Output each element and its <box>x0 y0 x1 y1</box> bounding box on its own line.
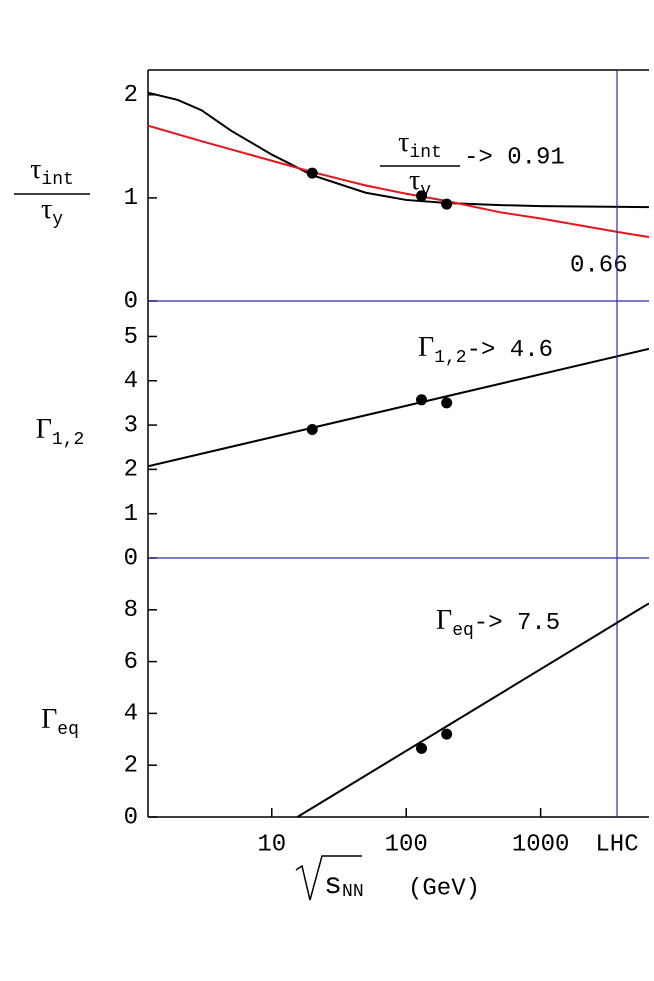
y-tick-label: 4 <box>124 701 138 728</box>
x-tick-label: 1000 <box>512 831 570 858</box>
data-point <box>306 167 318 179</box>
data-point <box>416 742 428 754</box>
curve <box>148 347 649 468</box>
x-tick-label: 100 <box>385 831 428 858</box>
x-tick-label: 10 <box>257 831 286 858</box>
y-label-numerator-symbol: τ <box>30 154 41 185</box>
annotation-symbol: Γ <box>436 605 452 636</box>
annotation: Γ1,2-> 4.6 <box>418 332 553 367</box>
y-tick-label: 5 <box>124 324 138 351</box>
y-label-denominator: τy <box>41 194 63 229</box>
y-label-sub: 1,2 <box>52 430 84 450</box>
y-tick-label: 0 <box>124 804 138 831</box>
y-tick-label: 3 <box>124 412 138 439</box>
x-label: sNN <box>324 869 364 903</box>
data-point <box>441 198 453 210</box>
data-point <box>441 397 453 409</box>
data-point <box>416 190 428 202</box>
y-tick-label: 2 <box>124 753 138 780</box>
annotation-numerator-sub: int <box>409 143 441 163</box>
x-label-symbol: s <box>324 869 342 903</box>
annotation-sub: eq <box>452 621 474 641</box>
y-tick-label: 4 <box>124 368 138 395</box>
annotation-text: -> 7.5 <box>474 610 560 637</box>
data-point <box>306 424 318 435</box>
annotation-denominator-sub: y <box>420 181 431 201</box>
y-label-symbol: Γ <box>36 414 52 445</box>
annotation-text: -> 0.91 <box>464 144 565 171</box>
y-label-symbol: Γ <box>41 704 57 735</box>
annotation-sub: 1,2 <box>434 348 466 368</box>
curve <box>148 91 649 209</box>
annotation-numerator-symbol: τ <box>398 127 409 158</box>
annotation-denominator-symbol: τ <box>409 165 420 196</box>
annotation-text: -> 4.6 <box>467 337 553 364</box>
x-tick-label: LHC <box>595 831 638 858</box>
annotation-text: 0.66 <box>570 252 628 279</box>
y-label-denominator-sub: y <box>52 210 63 230</box>
x-label-sub: NN <box>342 882 364 902</box>
x-label-unit: (GeV) <box>408 875 480 902</box>
sqrt-sign <box>295 855 362 901</box>
y-tick-label: 8 <box>124 597 138 624</box>
y-label-denominator-symbol: τ <box>41 194 52 225</box>
y-tick-label: 0 <box>124 545 138 572</box>
y-label-numerator-sub: int <box>41 170 73 190</box>
curve <box>148 124 649 239</box>
y-tick-label: 6 <box>124 649 138 676</box>
y-label: Γeq <box>41 704 79 739</box>
y-tick-label: 1 <box>124 185 138 212</box>
y-label-sub: eq <box>57 720 79 740</box>
y-tick-label: 2 <box>124 457 138 484</box>
annotation-denominator: τy <box>409 165 431 200</box>
annotation: Γeq-> 7.5 <box>436 605 560 640</box>
annotation-symbol: Γ <box>418 332 434 363</box>
data-point <box>416 394 428 406</box>
y-tick-label: 1 <box>124 501 138 528</box>
y-label: Γ1,2 <box>36 414 85 449</box>
y-tick-label: 0 <box>124 288 138 315</box>
annotation-numerator: τint <box>398 127 442 162</box>
data-point <box>441 728 453 740</box>
y-label-numerator: τint <box>30 154 74 189</box>
y-tick-label: 2 <box>124 82 138 109</box>
curve <box>296 602 649 818</box>
